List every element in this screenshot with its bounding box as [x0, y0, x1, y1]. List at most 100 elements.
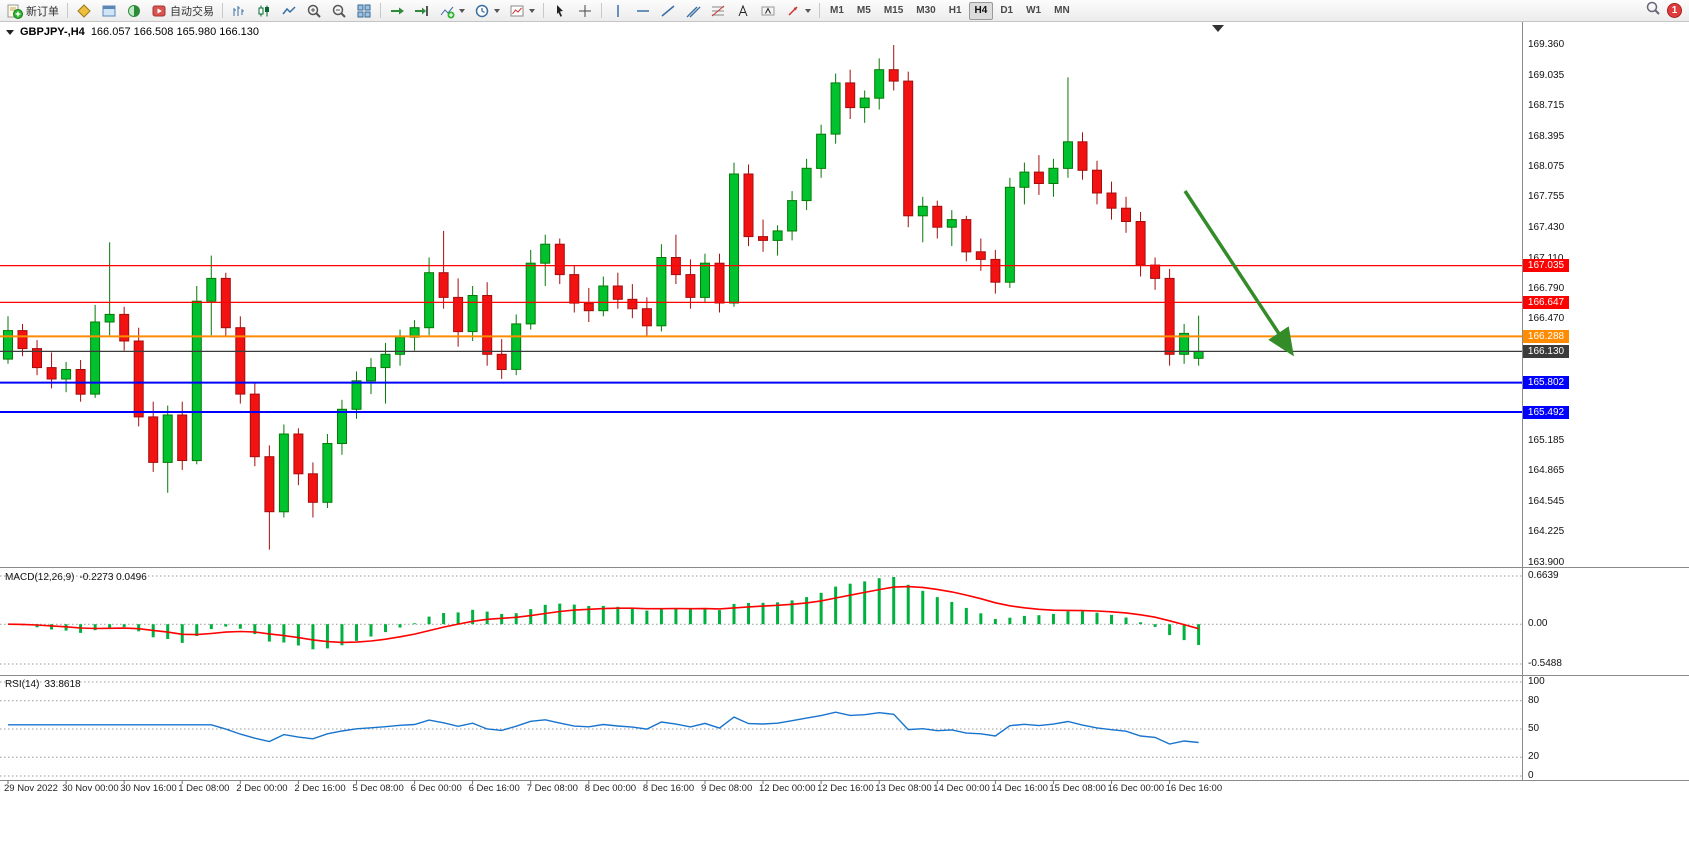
indicators-icon [439, 3, 455, 19]
chart-caption: GBPJPY-,H4 166.057 166.508 165.980 166.1… [6, 26, 259, 38]
auto-scroll-icon [389, 3, 405, 19]
price-axis-label: 164.865 [1528, 465, 1565, 477]
fibonacci-tool-button[interactable] [706, 1, 730, 21]
chart-shift-icon [414, 3, 430, 19]
time-axis-label: 14 Dec 16:00 [991, 783, 1048, 794]
toolbar-separator [819, 3, 820, 18]
time-axis-label: 12 Dec 16:00 [817, 783, 874, 794]
new-order-icon [7, 3, 23, 19]
timeframe-MN-button[interactable]: MN [1054, 5, 1070, 16]
toolbar-separator [601, 3, 602, 18]
trendline-tool-button[interactable] [656, 1, 680, 21]
time-axis-label: 6 Dec 00:00 [410, 783, 462, 794]
rsi-axis-label: 50 [1528, 723, 1540, 734]
time-axis-label: 5 Dec 08:00 [352, 783, 404, 794]
time-axis-label: 1 Dec 08:00 [178, 783, 230, 794]
text-icon [735, 3, 751, 19]
charts-window-button[interactable] [97, 1, 121, 21]
macd-axis-label: 0.6639 [1528, 570, 1559, 581]
notification-badge[interactable]: 1 [1667, 3, 1682, 18]
text-tool-button[interactable] [731, 1, 755, 21]
price-axis-label: 163.900 [1528, 557, 1565, 568]
price-line-label-bid-line: 166.130 [1523, 344, 1569, 358]
time-axis-label: 9 Dec 08:00 [701, 783, 753, 794]
templates-button[interactable] [505, 1, 539, 21]
timeframe-H1-button[interactable]: H1 [948, 5, 962, 16]
collapse-icon[interactable] [6, 29, 14, 35]
toolbar-separator [380, 3, 381, 18]
tile-windows-button[interactable] [352, 1, 376, 21]
symbol-period-label: GBPJPY-,H4 [20, 26, 85, 38]
toolbar-separator [67, 3, 68, 18]
search-icon[interactable] [1645, 0, 1661, 21]
label-tool-button[interactable] [756, 1, 780, 21]
profiles-icon [76, 3, 92, 19]
chevron-down-icon [805, 8, 811, 13]
data-window-button[interactable] [122, 1, 146, 21]
time-axis-label: 8 Dec 00:00 [584, 783, 637, 794]
candlestick-chart-button[interactable] [252, 1, 276, 21]
cursor-icon [552, 3, 568, 19]
macd-caption: MACD(12,26,9) -0.2273 0.0496 [5, 572, 147, 583]
auto-scroll-button[interactable] [385, 1, 409, 21]
time-axis-label: 2 Dec 16:00 [294, 783, 346, 794]
line-chart-button[interactable] [277, 1, 301, 21]
timeframe-M15-button[interactable]: M15 [883, 5, 904, 16]
zoom-out-button[interactable] [327, 1, 351, 21]
timeframe-M30-button[interactable]: M30 [916, 5, 936, 16]
new-order-button[interactable]: 新订单 [3, 1, 63, 21]
macd-axis-label: -0.5488 [1528, 658, 1562, 669]
timeframe-M5-button[interactable]: M5 [856, 5, 871, 16]
indicators-button[interactable] [435, 1, 469, 21]
data-window-icon [126, 3, 142, 19]
crosshair-icon [577, 3, 593, 19]
template-icon [509, 3, 525, 19]
timeframe-H4-button[interactable]: H4 [968, 1, 994, 20]
bar-chart-icon [231, 3, 247, 19]
tile-windows-icon [356, 3, 372, 19]
profiles-button[interactable] [72, 1, 96, 21]
time-axis-label: 8 Dec 16:00 [642, 783, 695, 794]
periods-button[interactable] [470, 1, 504, 21]
timeframe-M1-button[interactable]: M1 [830, 5, 844, 16]
candlestick-icon [256, 3, 272, 19]
chart-shift-button[interactable] [410, 1, 434, 21]
rsi-axis-label: 0 [1528, 770, 1534, 781]
price-axis-label: 168.075 [1528, 160, 1565, 172]
price-axis-label: 168.395 [1528, 130, 1565, 142]
time-axis-label: 16 Dec 00:00 [1107, 783, 1165, 794]
line-chart-icon [281, 3, 297, 19]
price-axis-label: 166.470 [1528, 313, 1565, 325]
price-axis-label: 166.790 [1528, 282, 1565, 294]
time-axis-label: 30 Nov 00:00 [62, 783, 119, 794]
price-axis-label: 169.360 [1528, 39, 1565, 50]
vertical-line-tool-button[interactable] [606, 1, 630, 21]
autotrading-button[interactable]: 自动交易 [147, 1, 218, 21]
arrow-object-icon [785, 3, 801, 19]
timeframe-toolbar: M1 M5 M15 M30 H1 H4 D1 W1 MN [824, 1, 1076, 20]
channel-icon [685, 3, 701, 19]
timeframe-W1-button[interactable]: W1 [1026, 5, 1042, 16]
horizontal-line-tool-button[interactable] [631, 1, 655, 21]
price-line-label-resistance-line-1: 167.035 [1523, 259, 1569, 273]
toolbar-separator [222, 3, 223, 18]
macd-name: MACD(12,26,9) [5, 572, 75, 583]
chevron-down-icon [459, 8, 465, 13]
cursor-button[interactable] [548, 1, 572, 21]
bar-chart-button[interactable] [227, 1, 251, 21]
zoom-in-button[interactable] [302, 1, 326, 21]
zoom-in-icon [306, 3, 322, 19]
price-line-label-support-line-2: 165.492 [1523, 405, 1569, 419]
arrows-tool-button[interactable] [781, 1, 815, 21]
price-line-label-resistance-line-2: 166.647 [1523, 295, 1569, 309]
chevron-down-icon [529, 8, 535, 13]
timeframe-D1-button[interactable]: D1 [1000, 5, 1014, 16]
zoom-out-icon [331, 3, 347, 19]
rsi-axis-label: 80 [1528, 694, 1540, 706]
clock-icon [474, 3, 490, 19]
time-axis-label: 6 Dec 16:00 [468, 783, 520, 794]
crosshair-button[interactable] [573, 1, 597, 21]
channel-tool-button[interactable] [681, 1, 705, 21]
